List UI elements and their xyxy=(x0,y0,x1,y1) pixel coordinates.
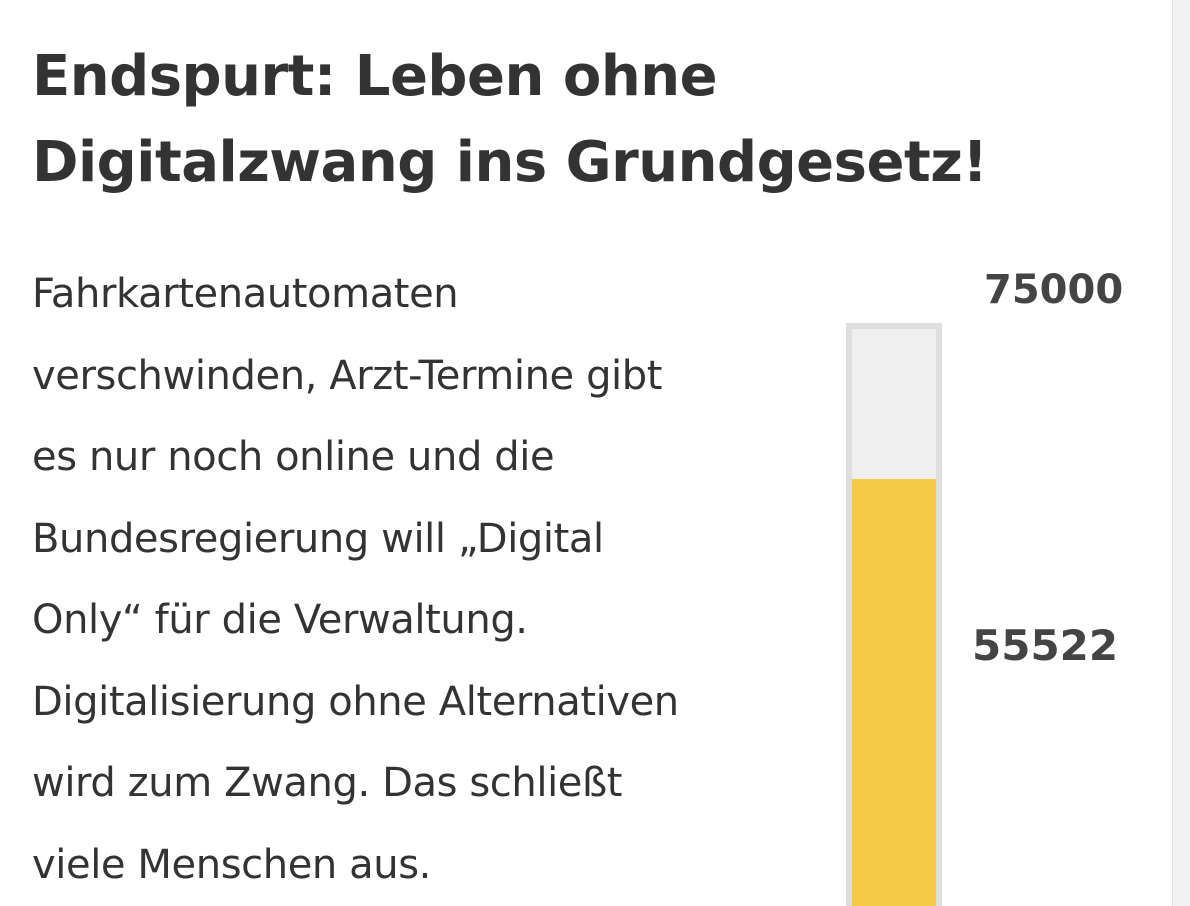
scrollbar[interactable] xyxy=(1172,0,1190,906)
page-title: Endspurt: Leben ohne Digitalzwang ins Gr… xyxy=(32,34,1132,206)
description-line: es nur noch online und die xyxy=(32,434,555,480)
description-line: verschwinden, Arzt-Termine gibt xyxy=(32,352,663,399)
title-line: Digitalzwang ins Grundgesetz! xyxy=(32,130,988,195)
campaign-description: Fahrkartenautomaten verschwinden, Arzt-T… xyxy=(32,254,812,906)
title-line: Endspurt: Leben ohne xyxy=(32,44,718,109)
description-line: Bundesregierung will „Digital xyxy=(32,515,604,562)
signature-count-label: 55522 xyxy=(972,621,1119,670)
signature-progress-fill xyxy=(852,478,936,906)
description-line: wird zum Zwang. Das schließt xyxy=(32,760,623,806)
signature-goal-label: 75000 xyxy=(984,267,1124,313)
signature-progress-bar xyxy=(846,323,942,906)
description-line: viele Menschen aus. xyxy=(32,841,431,888)
description-line: Only“ für die Verwaltung. xyxy=(32,597,528,643)
description-line: Fahrkartenautomaten xyxy=(32,271,459,317)
description-line: Digitalisierung ohne Alternativen xyxy=(32,678,679,725)
